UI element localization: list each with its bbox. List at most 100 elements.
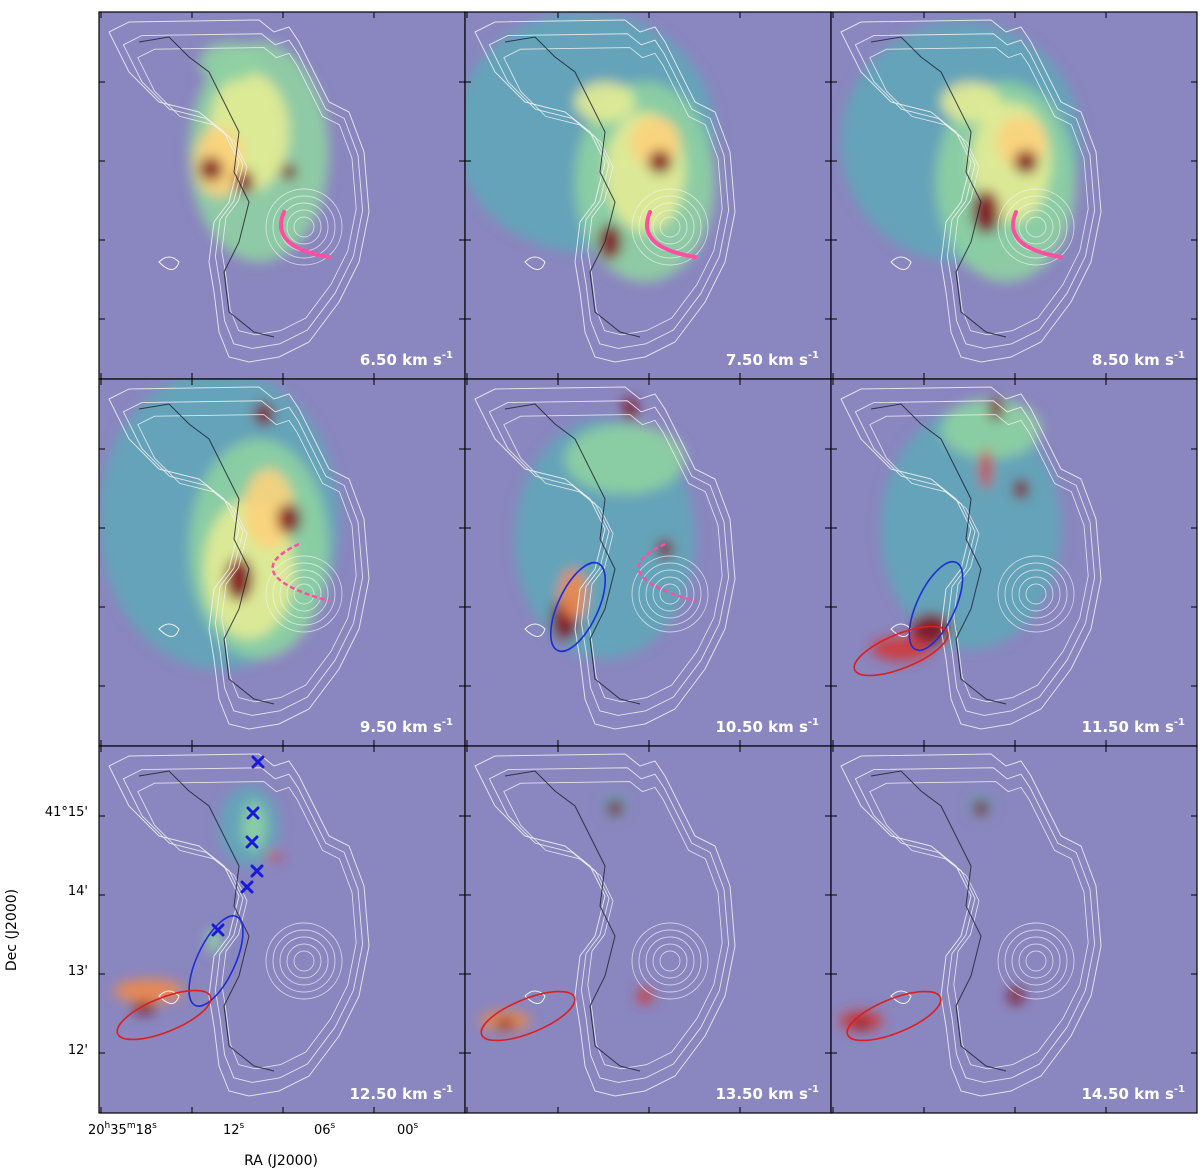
velocity-label: 12.50 km s-1 xyxy=(349,1084,453,1103)
white-contour-ring xyxy=(293,583,315,605)
blue-ellipse xyxy=(188,915,244,1007)
y-tick-label-14: 14' xyxy=(68,884,88,899)
red-ellipse xyxy=(116,989,212,1041)
y-tick-label-15: 41°15' xyxy=(45,805,88,820)
emission-blob xyxy=(281,164,297,180)
dark-contour xyxy=(138,36,275,338)
white-contour xyxy=(854,767,1096,1083)
blue-ellipse xyxy=(908,560,964,652)
x-tick-label-18s: 20h35m18s xyxy=(88,1121,157,1138)
white-contour-ring xyxy=(1004,562,1068,626)
white-contour-ring xyxy=(638,929,702,993)
emission-blob xyxy=(254,402,274,426)
channel-panel: 12.50 km s-1 xyxy=(98,745,466,1114)
emission-blob xyxy=(1014,150,1038,174)
x-tick-label-00s: 00s xyxy=(397,1121,419,1138)
white-contour xyxy=(840,19,1102,363)
emission-blob xyxy=(911,613,951,645)
white-contour xyxy=(840,386,1102,730)
x-axis-title: RA (J2000) xyxy=(244,1153,318,1169)
white-contour-ring xyxy=(272,929,336,993)
white-contour-ring xyxy=(652,943,688,979)
emission-blob xyxy=(266,852,282,860)
contours xyxy=(108,386,370,730)
white-contour-ring xyxy=(265,188,343,266)
velocity-label: 6.50 km s-1 xyxy=(360,350,453,369)
emission-blob xyxy=(607,800,623,816)
white-contour-ring xyxy=(272,562,336,626)
axis-ticks xyxy=(99,12,466,379)
dark-contour xyxy=(504,403,641,705)
emission-blob xyxy=(277,504,301,534)
white-contour-ring xyxy=(652,576,688,612)
dark-contour xyxy=(138,403,275,705)
y-axis-ticks: 41°15' 14' 13' 12' xyxy=(45,805,88,1058)
white-contour-small xyxy=(158,990,180,1004)
channel-panel: 13.50 km s-1 xyxy=(464,745,832,1114)
white-contour-ring xyxy=(645,569,695,619)
white-contour-ring xyxy=(1011,569,1061,619)
contours xyxy=(108,753,370,1097)
white-contour-small xyxy=(158,623,180,637)
emission-blob xyxy=(657,539,673,559)
contours xyxy=(840,19,1102,363)
contours xyxy=(108,19,370,363)
velocity-label: 14.50 km s-1 xyxy=(1081,1084,1185,1103)
y-axis-title: Dec (J2000) xyxy=(4,889,20,971)
white-contour-ring xyxy=(997,188,1075,266)
emission-map xyxy=(465,12,715,282)
channel-panel: 9.50 km s-1 xyxy=(98,378,466,747)
white-contour xyxy=(137,47,357,336)
white-contour-ring xyxy=(286,576,322,612)
emission-blob xyxy=(559,569,587,619)
channel-panel: 7.50 km s-1 xyxy=(464,11,832,380)
dark-contour xyxy=(870,770,1007,1072)
white-contour-ring xyxy=(1025,216,1047,238)
velocity-label: 9.50 km s-1 xyxy=(360,717,453,736)
white-contour-small xyxy=(890,256,912,270)
pink-arc xyxy=(279,210,331,259)
dark-contour xyxy=(504,770,641,1072)
white-contour-small xyxy=(158,256,180,270)
white-contour xyxy=(474,753,736,1097)
cross-marker xyxy=(251,755,265,769)
emission-blob xyxy=(989,397,1003,421)
emission-blob xyxy=(972,190,1000,234)
white-contour-ring xyxy=(1018,576,1054,612)
white-contour xyxy=(122,767,364,1083)
white-contour-ring xyxy=(638,195,702,259)
white-contour xyxy=(122,33,364,349)
white-contour-ring xyxy=(997,555,1075,633)
white-contour xyxy=(854,400,1096,716)
emission-blob xyxy=(941,82,1001,122)
emission-blob xyxy=(199,157,223,181)
dark-contour xyxy=(138,770,275,1072)
white-contour xyxy=(503,781,723,1070)
panel-frame xyxy=(830,745,1198,1114)
emission-blob xyxy=(114,979,184,1003)
white-contour-ring xyxy=(659,950,681,972)
channel-panel: 6.50 km s-1 xyxy=(98,11,466,380)
white-contour-ring xyxy=(659,583,681,605)
emission-blob xyxy=(853,1019,869,1029)
red-ellipse xyxy=(853,625,949,677)
contours xyxy=(474,753,736,1097)
pink-arc xyxy=(1011,210,1063,259)
channel-panel: 8.50 km s-1 xyxy=(830,11,1198,380)
cross-marker xyxy=(250,864,264,878)
white-contour-ring xyxy=(1018,209,1054,245)
emission-blob xyxy=(980,449,992,489)
emission-map xyxy=(189,42,329,262)
white-contour-ring xyxy=(272,195,336,259)
white-contour-ring xyxy=(638,562,702,626)
white-contour xyxy=(108,386,370,730)
white-contour-ring xyxy=(1025,583,1047,605)
emission-blob xyxy=(973,800,989,816)
dark-contour xyxy=(870,36,1007,338)
emission-map xyxy=(99,379,339,669)
white-contour-ring xyxy=(1025,950,1047,972)
white-contour xyxy=(869,47,1089,336)
velocity-label: 7.50 km s-1 xyxy=(726,350,819,369)
contours xyxy=(474,386,736,730)
emission-blob xyxy=(598,224,622,260)
